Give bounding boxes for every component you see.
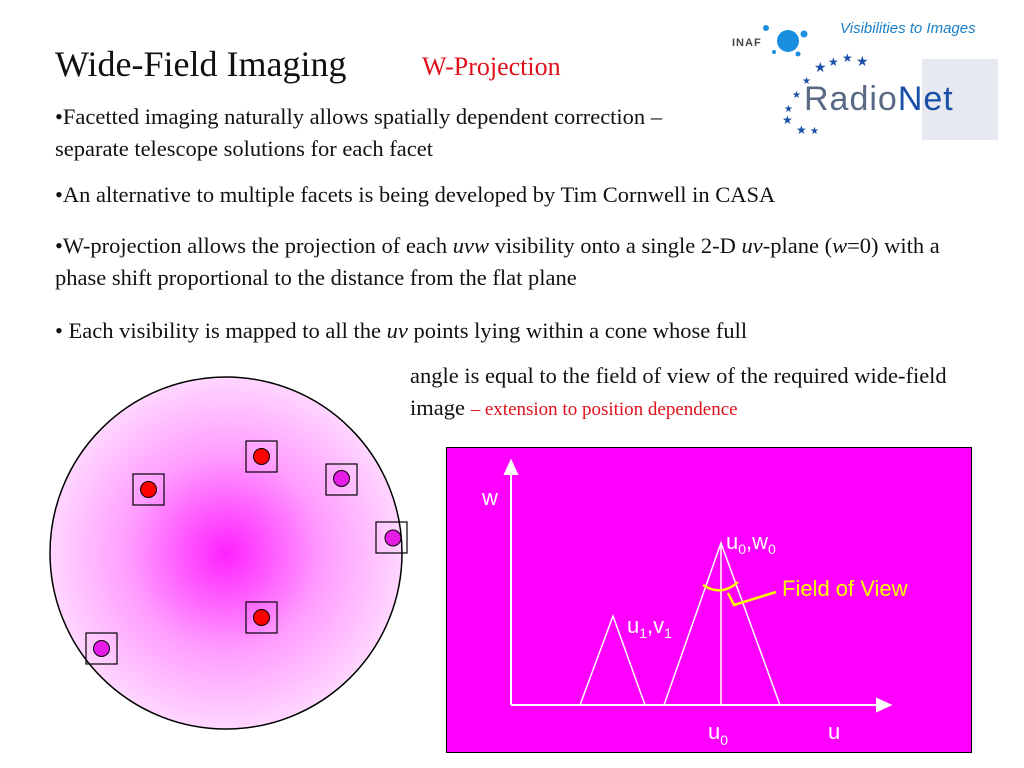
slide-title: Wide-Field Imaging: [55, 44, 347, 84]
fov-pointer: [726, 590, 777, 607]
red-source: [140, 481, 157, 498]
svg-text:★: ★: [784, 104, 793, 115]
facet-box: [85, 632, 118, 665]
slide-subtitle: W-Projection: [422, 52, 561, 81]
facets-figure: [49, 376, 408, 730]
w-axis-arrow-icon: [503, 458, 519, 475]
logo-inaf: INAF: [732, 37, 762, 49]
svg-text:★: ★: [810, 126, 819, 137]
bullet-w-projection: •W-projection allows the projection of e…: [55, 233, 940, 290]
logo-stars-icon: ★ ★ ★ ★ ★ ★ ★ ★ ★ ★: [782, 51, 869, 137]
logo-graphic: ★ ★ ★ ★ ★ ★ ★ ★ ★ ★: [763, 25, 998, 140]
facet-box: [325, 463, 358, 496]
red-source: [253, 448, 270, 465]
bullet-facetted: •Facetted imaging naturally allows spati…: [55, 104, 663, 161]
facet-box: [245, 440, 278, 473]
svg-text:★: ★: [802, 76, 811, 87]
u-axis-arrow-icon: [876, 697, 893, 713]
magenta-source: [93, 640, 110, 657]
u1-v1-label: u1,v1: [627, 613, 672, 641]
svg-text:★: ★: [782, 113, 793, 127]
u0-w0-label: u0,w0: [726, 529, 776, 557]
svg-text:★: ★: [814, 59, 827, 75]
bullet-cone-mapping-continued: angle is equal to the field of view of t…: [410, 363, 947, 420]
svg-text:★: ★: [842, 51, 853, 65]
red-source: [253, 609, 270, 626]
sky-disk: [49, 376, 403, 730]
small-cone: [579, 613, 646, 706]
fov-arc: [702, 581, 739, 592]
bullet-cone-mapping: • Each visibility is mapped to all the u…: [55, 318, 748, 343]
svg-text:★: ★: [828, 55, 839, 69]
svg-text:★: ★: [796, 123, 807, 137]
facet-box: [375, 521, 408, 554]
svg-text:★: ★: [792, 90, 801, 101]
logo-dot-icon: [777, 30, 799, 52]
extension-note: – extension to position dependence: [470, 399, 738, 420]
svg-text:★: ★: [856, 53, 869, 69]
facet-box: [132, 473, 165, 506]
logo-radionet-text: RadioNet: [804, 80, 954, 118]
u0-label: u0: [708, 719, 728, 748]
magenta-source: [384, 529, 402, 547]
radionet-logo: ★ ★ ★ ★ ★ ★ ★ ★ ★ ★: [722, 12, 998, 140]
logo-tagline: Visibilities to Images: [840, 20, 976, 37]
w-axis-label: w: [481, 485, 498, 510]
fov-label: Field of View: [782, 576, 908, 601]
facet-box: [245, 601, 278, 634]
u-axis-label: u: [828, 719, 840, 744]
w-projection-diagram: w u u0,w0 u1,v1 u0 Field of View: [446, 447, 972, 753]
magenta-source: [333, 470, 350, 487]
bullet-alternative: •An alternative to multiple facets is be…: [55, 182, 776, 207]
